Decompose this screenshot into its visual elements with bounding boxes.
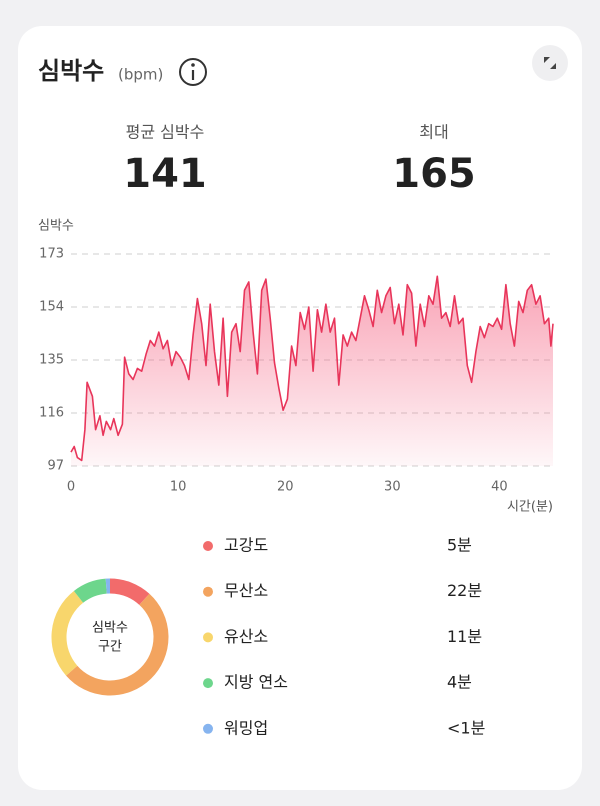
legend-dot: [203, 632, 213, 643]
legend-label: 고강도: [224, 536, 268, 555]
stat-label: 평균 심박수: [126, 123, 205, 142]
y-tick-label: 154: [39, 300, 64, 315]
unit: (bpm): [118, 66, 163, 84]
donut-segment: [66, 593, 169, 696]
donut-segment: [73, 578, 108, 603]
x-axis-title: 시간(분): [507, 500, 553, 515]
title: 심박수: [38, 57, 104, 85]
stat-value: 165: [392, 151, 476, 197]
donut-segment: [51, 590, 84, 676]
x-tick-label: 40: [491, 480, 508, 495]
stat-value: 141: [123, 151, 207, 197]
donut-center-label: 심박수: [92, 621, 128, 636]
area-fill: [71, 276, 553, 466]
y-tick-label: 116: [39, 406, 64, 421]
legend-label: 워밍업: [224, 718, 268, 737]
legend-dot: [203, 586, 213, 597]
y-tick-label: 135: [39, 353, 64, 368]
legend-label: 무산소: [224, 581, 268, 600]
x-tick-label: 30: [384, 480, 401, 495]
legend-value: 4분: [447, 673, 472, 692]
legend-dot: [203, 723, 213, 734]
x-tick-label: 10: [170, 480, 187, 495]
legend-value: 11분: [447, 627, 482, 646]
info-icon[interactable]: [179, 58, 207, 86]
donut-segment: [109, 578, 150, 606]
legend-label: 지방 연소: [224, 673, 288, 692]
heart-rate-line: [70, 275, 554, 462]
y-tick-label: 97: [47, 459, 64, 474]
y-axis-title: 심박수: [38, 219, 74, 234]
legend-dot: [203, 678, 213, 689]
x-tick-label: 0: [67, 480, 75, 495]
legend-value: <1분: [447, 718, 485, 737]
legend-label: 유산소: [224, 627, 268, 646]
stat-label: 최대: [419, 123, 448, 142]
y-tick-label: 173: [39, 247, 64, 262]
legend-value: 22분: [447, 581, 482, 600]
x-tick-label: 20: [277, 480, 294, 495]
legend-value: 5분: [447, 536, 472, 555]
legend-dot: [203, 541, 213, 551]
expand-button[interactable]: [532, 45, 568, 81]
donut-center-label: 구간: [98, 640, 122, 655]
